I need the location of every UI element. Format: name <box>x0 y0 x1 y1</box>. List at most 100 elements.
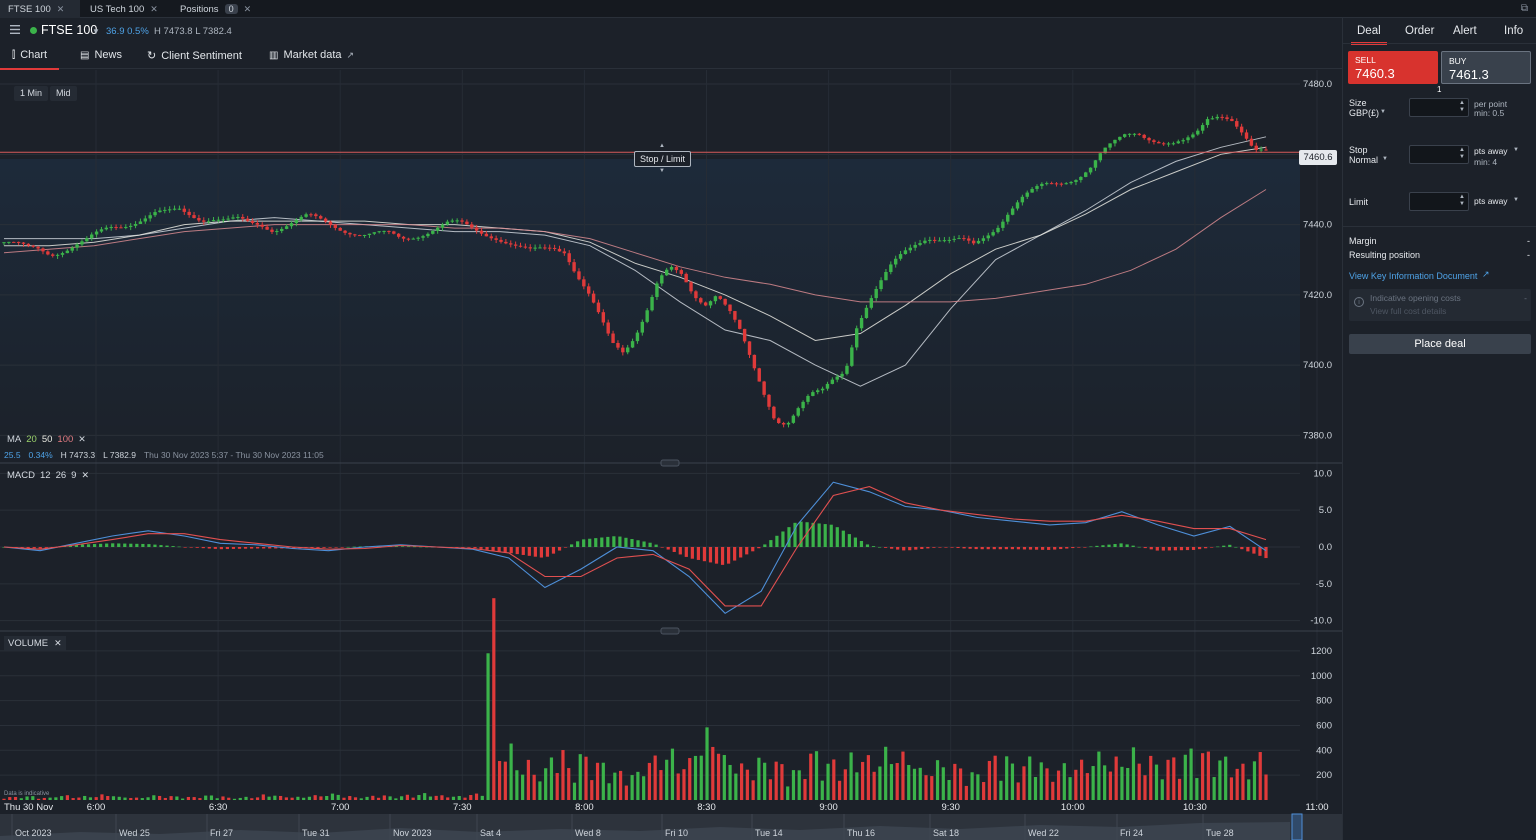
volume-bar <box>492 598 496 800</box>
macd-histogram-bar <box>823 524 827 547</box>
tab-positions[interactable]: Positions 0 ✕ <box>172 0 256 18</box>
volume-panel[interactable]: 200 400 600 800 1000 1200 <box>0 598 1332 800</box>
size-input[interactable]: ▲ ▼ <box>1409 98 1469 117</box>
volume-bar <box>561 750 565 800</box>
candle <box>747 341 752 355</box>
candle <box>728 304 732 312</box>
candle <box>786 422 791 425</box>
tab-alert[interactable]: Alert <box>1453 25 1477 37</box>
macd-histogram-bar <box>956 547 960 549</box>
volume-bar <box>861 761 865 800</box>
subnav-chart[interactable]: ⫿ Chart <box>0 49 60 70</box>
candle <box>470 224 474 228</box>
volume-bar <box>814 751 819 800</box>
subnav-news[interactable]: ▤ News <box>80 49 122 61</box>
volume-bar <box>935 760 940 800</box>
tab-us-tech-100[interactable]: US Tech 100 ✕ <box>82 0 170 18</box>
chevron-down-icon[interactable]: ▼ <box>1382 156 1388 162</box>
buy-button[interactable]: BUY 7461.3 <box>1441 51 1531 84</box>
stop-type-select[interactable]: Normal <box>1349 155 1379 165</box>
candle <box>328 221 333 225</box>
resize-handle[interactable] <box>660 459 680 467</box>
macd-histogram-bar <box>817 523 821 547</box>
candle <box>109 227 113 229</box>
x-tick-label: 6:30 <box>209 802 228 813</box>
candle <box>421 236 425 238</box>
price-type-selector[interactable]: Mid <box>50 86 77 101</box>
market-name[interactable]: FTSE 100 <box>41 23 98 37</box>
interval-selector[interactable]: 1 Min <box>14 86 49 101</box>
kid-link[interactable]: View Key Information Document <box>1349 271 1478 281</box>
macd-line <box>3 481 1267 614</box>
candle <box>1186 137 1190 141</box>
volume-bar <box>146 797 150 800</box>
tab-info[interactable]: Info <box>1504 25 1524 37</box>
chevron-down-icon[interactable]: ▼ <box>1513 197 1519 203</box>
volume-bar <box>428 796 433 800</box>
popout-icon[interactable]: ⧉ <box>1520 3 1528 14</box>
candle <box>382 230 386 232</box>
tab-order[interactable]: Order <box>1405 25 1435 37</box>
macd-histogram-bar <box>479 547 483 549</box>
stepper-icon[interactable]: ▲ ▼ <box>1459 147 1465 160</box>
close-icon[interactable]: ✕ <box>243 3 252 14</box>
stop-unit-select[interactable]: pts away <box>1474 146 1508 156</box>
candle <box>874 289 878 299</box>
navigator-window[interactable] <box>1291 813 1303 840</box>
volume-bar <box>722 755 726 800</box>
macd-histogram-bar <box>213 547 217 549</box>
macd-panel[interactable]: -10.0 -5.0 0.0 5.0 10.0 <box>0 468 1332 627</box>
macd-histogram-bar <box>829 524 833 547</box>
stop-input[interactable]: ▲ ▼ <box>1409 145 1469 164</box>
tab-deal[interactable]: Deal <box>1351 25 1387 45</box>
candle <box>1225 117 1229 119</box>
sell-button[interactable]: SELL 7460.3 <box>1348 51 1438 84</box>
candle <box>528 247 532 249</box>
limit-input[interactable]: ▲ ▼ <box>1409 192 1469 211</box>
macd-histogram-bar <box>141 543 145 547</box>
candle <box>718 296 722 299</box>
macd-histogram-bar <box>944 547 948 548</box>
volume-bar <box>359 798 363 800</box>
candle <box>606 322 610 334</box>
close-icon[interactable]: ✕ <box>56 3 65 14</box>
subnav-market-data[interactable]: ▥ Market data ↗ <box>269 49 354 61</box>
candle <box>319 216 323 219</box>
candle <box>377 231 381 233</box>
candle <box>284 226 289 229</box>
chevron-down-icon[interactable]: ▼ <box>1513 147 1519 153</box>
hamburger-menu-icon[interactable] <box>10 25 20 34</box>
volume-bar <box>670 748 675 800</box>
volume-bar <box>659 770 663 800</box>
chevron-down-icon[interactable]: ▼ <box>1380 109 1386 115</box>
subnav-client-sentiment[interactable]: ↻ Client Sentiment <box>147 49 242 63</box>
subnav-chart-label: Chart <box>20 49 48 61</box>
close-icon[interactable]: ✕ <box>78 434 86 444</box>
tab-ftse-100[interactable]: FTSE 100 ✕ <box>0 0 80 18</box>
macd-histogram-bar <box>1204 547 1208 549</box>
volume-bar <box>273 795 277 800</box>
macd-histogram-bar <box>630 539 634 547</box>
place-deal-button[interactable]: Place deal <box>1349 334 1531 354</box>
external-link-icon[interactable]: ↗ <box>1482 269 1490 279</box>
volume-bar <box>267 796 271 800</box>
candle <box>1244 132 1249 139</box>
macd-histogram-bar <box>467 547 471 548</box>
volume-bar <box>480 795 484 800</box>
stepper-icon[interactable]: ▲ ▼ <box>1459 100 1465 113</box>
full-costs-link[interactable]: View full cost details <box>1370 306 1447 316</box>
close-icon[interactable]: ✕ <box>150 3 158 14</box>
size-currency-select[interactable]: GBP(£) <box>1349 108 1380 118</box>
volume-bar <box>54 797 58 800</box>
close-icon[interactable]: ✕ <box>81 470 89 480</box>
candle <box>855 328 859 348</box>
chevron-down-icon[interactable]: ▼ <box>92 27 100 36</box>
limit-unit-select[interactable]: pts away <box>1474 196 1508 206</box>
close-icon[interactable]: ✕ <box>54 638 62 648</box>
macd-histogram-bar <box>274 547 278 549</box>
stepper-icon[interactable]: ▲ ▼ <box>1459 194 1465 207</box>
stop-limit-handle[interactable]: Stop / Limit <box>634 151 691 167</box>
resize-handle[interactable] <box>660 627 680 635</box>
